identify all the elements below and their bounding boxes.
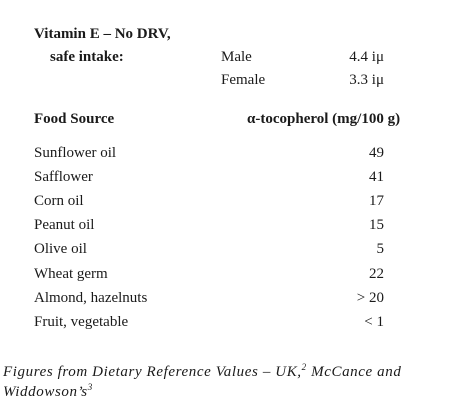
column-header-food-source: Food Source bbox=[34, 111, 115, 127]
table-caption: Figures from Dietary Reference Values – … bbox=[3, 362, 458, 402]
row-value: 41 bbox=[369, 169, 384, 185]
intake-sex-male: Male bbox=[221, 49, 252, 65]
caption-reference-1: 2 bbox=[301, 362, 307, 372]
intake-value-male: 4.4 iμ bbox=[349, 49, 384, 65]
row-value: 5 bbox=[376, 241, 385, 257]
row-food: Wheat germ bbox=[34, 266, 108, 282]
row-food: Olive oil bbox=[34, 241, 87, 257]
intake-value-female: 3.3 iμ bbox=[349, 72, 384, 88]
caption-text-part1: Figures from Dietary Reference Values – … bbox=[3, 364, 302, 380]
row-value: 22 bbox=[369, 266, 384, 282]
row-value: > 20 bbox=[356, 290, 384, 306]
row-food: Fruit, vegetable bbox=[34, 314, 129, 330]
column-header-tocopherol: α-tocopherol (mg/100 g) bbox=[247, 111, 401, 127]
nutrition-table: Vitamin E – No DRV, safe intake: Male 4.… bbox=[34, 26, 401, 330]
row-value: 49 bbox=[369, 145, 384, 161]
row-food: Corn oil bbox=[34, 193, 84, 209]
row-value: 15 bbox=[369, 217, 384, 233]
caption-text-part2: McCance and Widdowson’s bbox=[3, 364, 402, 400]
row-food: Peanut oil bbox=[34, 217, 95, 233]
caption-reference-2: 3 bbox=[87, 382, 93, 392]
row-value: 17 bbox=[369, 193, 384, 209]
row-value: < 1 bbox=[364, 314, 384, 330]
safe-intake-label: safe intake: bbox=[50, 49, 124, 65]
vitamin-title: Vitamin E – No DRV, bbox=[34, 26, 171, 42]
row-food: Safflower bbox=[34, 169, 93, 185]
intake-sex-female: Female bbox=[221, 72, 266, 88]
row-food: Sunflower oil bbox=[34, 145, 117, 161]
row-food: Almond, hazelnuts bbox=[34, 290, 148, 306]
